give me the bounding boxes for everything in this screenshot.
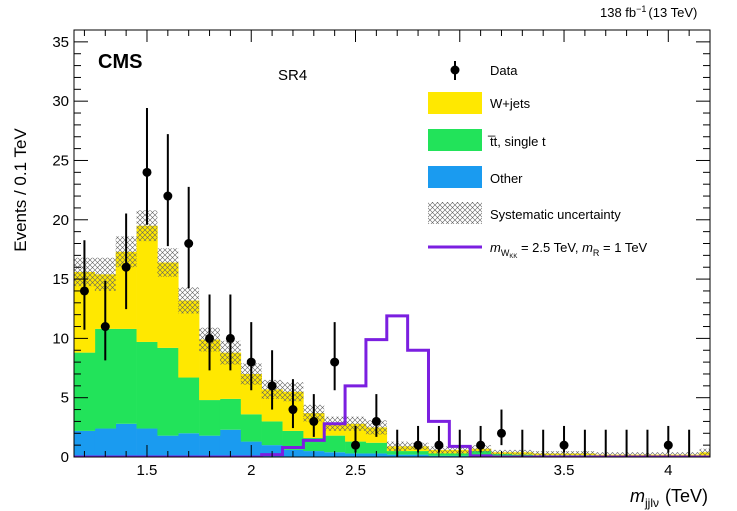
syst-band-bin bbox=[345, 416, 366, 431]
axes: 1.5 2 2.5 3 3.5 4 0 5 10 15 20 25 30 35 bbox=[52, 30, 710, 479]
bar-ttsinglet bbox=[136, 341, 158, 429]
data-point bbox=[121, 262, 131, 272]
syst-band-bin bbox=[94, 257, 116, 291]
bar-other bbox=[136, 428, 158, 457]
legend-signal: mWKK = 2.5 TeV, mR = 1 TeV bbox=[428, 240, 648, 260]
bar-ttsinglet bbox=[178, 377, 200, 434]
legend-other: Other bbox=[428, 166, 523, 188]
bar-ttsinglet bbox=[94, 328, 117, 429]
bar-other bbox=[157, 435, 179, 457]
legend: Data W+jets t̅t, single t Other Systemat… bbox=[428, 61, 648, 260]
data-point bbox=[79, 286, 89, 296]
experiment-label: CMS bbox=[98, 51, 142, 73]
x-axis-title: mjjlν (TeV) bbox=[630, 486, 708, 510]
bar-ttsinglet bbox=[74, 352, 96, 431]
bar-ttsinglet bbox=[261, 421, 283, 446]
y-tick-label: 20 bbox=[52, 212, 69, 229]
y-tick-label: 0 bbox=[61, 449, 69, 466]
y-tick-label: 35 bbox=[52, 34, 69, 51]
data-point bbox=[184, 239, 194, 248]
data-point bbox=[496, 428, 506, 438]
data-point bbox=[225, 333, 235, 343]
bar-ttsinglet bbox=[240, 414, 262, 442]
data-point bbox=[309, 416, 319, 426]
bar-other bbox=[74, 430, 96, 457]
region-label: SR4 bbox=[278, 67, 307, 84]
bar-other bbox=[219, 429, 242, 457]
legend-data: Data bbox=[450, 61, 518, 80]
bar-ttsinglet bbox=[365, 442, 388, 454]
x-tick-label: 4 bbox=[664, 462, 672, 479]
bar-wjets bbox=[178, 300, 200, 378]
svg-text:Data: Data bbox=[490, 63, 518, 78]
signal-histogram bbox=[74, 314, 710, 457]
data-point bbox=[100, 322, 110, 332]
data-point bbox=[434, 440, 444, 450]
data-point bbox=[163, 191, 173, 201]
svg-text:mWKK = 2.5 TeV, mR = 1 TeV: mWKK = 2.5 TeV, mR = 1 TeV bbox=[490, 240, 648, 260]
bar-ttsinglet bbox=[324, 435, 346, 453]
bar-wjets bbox=[157, 262, 179, 348]
x-tick-label: 3.5 bbox=[554, 462, 575, 479]
y-tick-label: 15 bbox=[52, 271, 69, 288]
legend-syst: Systematic uncertainty bbox=[428, 202, 621, 224]
data-point bbox=[288, 405, 298, 415]
syst-band-bin bbox=[178, 287, 200, 314]
bar-other bbox=[178, 433, 200, 457]
data-points bbox=[79, 107, 691, 457]
y-tick-label: 25 bbox=[52, 152, 69, 169]
y-tick-label: 5 bbox=[61, 390, 69, 407]
bar-ttsinglet bbox=[199, 400, 221, 436]
syst-band-bin bbox=[136, 210, 158, 242]
data-point bbox=[476, 440, 486, 450]
legend-wjets: W+jets bbox=[428, 92, 531, 114]
data-point bbox=[246, 357, 256, 367]
data-point bbox=[413, 440, 423, 450]
x-tick-label: 2.5 bbox=[345, 462, 366, 479]
bar-other bbox=[94, 428, 117, 457]
x-tick-label: 2 bbox=[247, 462, 255, 479]
y-tick-label: 30 bbox=[52, 93, 69, 110]
svg-text:t̅t, single t: t̅t, single t bbox=[488, 134, 546, 149]
data-point bbox=[205, 333, 215, 343]
svg-text:Other: Other bbox=[490, 171, 523, 186]
bar-other bbox=[115, 423, 137, 457]
data-point bbox=[371, 416, 381, 426]
bar-ttsinglet bbox=[115, 328, 137, 424]
bar-other bbox=[199, 435, 221, 457]
bar-ttsinglet bbox=[219, 398, 242, 430]
bar-wjets bbox=[136, 225, 158, 342]
bar-ttsinglet bbox=[157, 347, 179, 436]
x-tick-label: 1.5 bbox=[137, 462, 158, 479]
signal-line bbox=[74, 314, 710, 457]
svg-text:W+jets: W+jets bbox=[490, 96, 531, 111]
data-point bbox=[330, 357, 340, 367]
syst-band-bin bbox=[157, 248, 179, 277]
y-tick-label: 10 bbox=[52, 330, 69, 347]
legend-ttbar: t̅t, single t bbox=[428, 129, 546, 151]
svg-text:Systematic uncertainty: Systematic uncertainty bbox=[490, 207, 621, 222]
y-axis-title: Events / 0.1 TeV bbox=[11, 128, 30, 252]
bar-ttsinglet bbox=[282, 430, 304, 450]
data-point bbox=[267, 381, 277, 391]
lumi-label: 138 fb−1 (13 TeV) bbox=[600, 4, 697, 20]
data-point bbox=[142, 167, 152, 177]
x-tick-label: 3 bbox=[456, 462, 464, 479]
syst-band-bin bbox=[699, 448, 710, 456]
